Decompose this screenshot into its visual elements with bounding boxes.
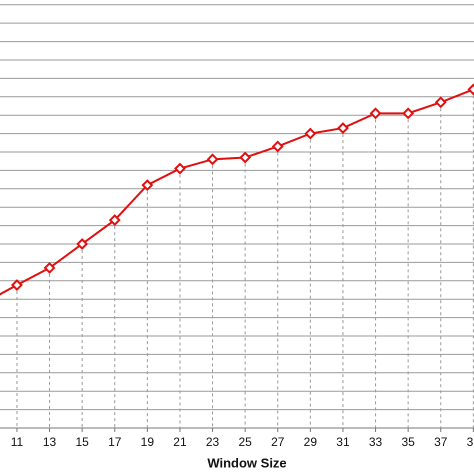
x-tick-label: 27 — [271, 435, 285, 449]
x-tick-label: 37 — [434, 435, 448, 449]
x-tick-label: 29 — [304, 435, 318, 449]
marker — [369, 107, 382, 120]
x-tick-label: 19 — [141, 435, 155, 449]
x-tick-label: 33 — [369, 435, 383, 449]
x-tick-label: 39 — [467, 435, 474, 449]
x-tick-label: 31 — [336, 435, 350, 449]
x-tick-label: 25 — [238, 435, 252, 449]
x-tick-label: 17 — [108, 435, 122, 449]
x-tick-label: 21 — [173, 435, 187, 449]
marker — [304, 127, 317, 140]
x-tick-label: 11 — [11, 435, 24, 449]
marker — [467, 83, 474, 96]
marker — [141, 179, 154, 192]
marker — [239, 151, 252, 164]
marker — [11, 279, 23, 291]
marker — [271, 140, 284, 153]
marker — [337, 122, 349, 134]
marker — [108, 214, 121, 226]
line — [0, 88, 474, 296]
marker — [76, 238, 89, 250]
marker — [43, 261, 56, 274]
marker — [206, 153, 219, 166]
x-tick-label: 23 — [206, 435, 220, 449]
x-tick-label: 15 — [75, 435, 89, 449]
marker — [174, 162, 186, 175]
x-axis-label: Window Size — [207, 455, 286, 470]
x-tick-label: 13 — [43, 435, 57, 449]
x-tick-label: 35 — [401, 435, 415, 449]
marker — [402, 107, 415, 120]
marker — [434, 96, 447, 109]
